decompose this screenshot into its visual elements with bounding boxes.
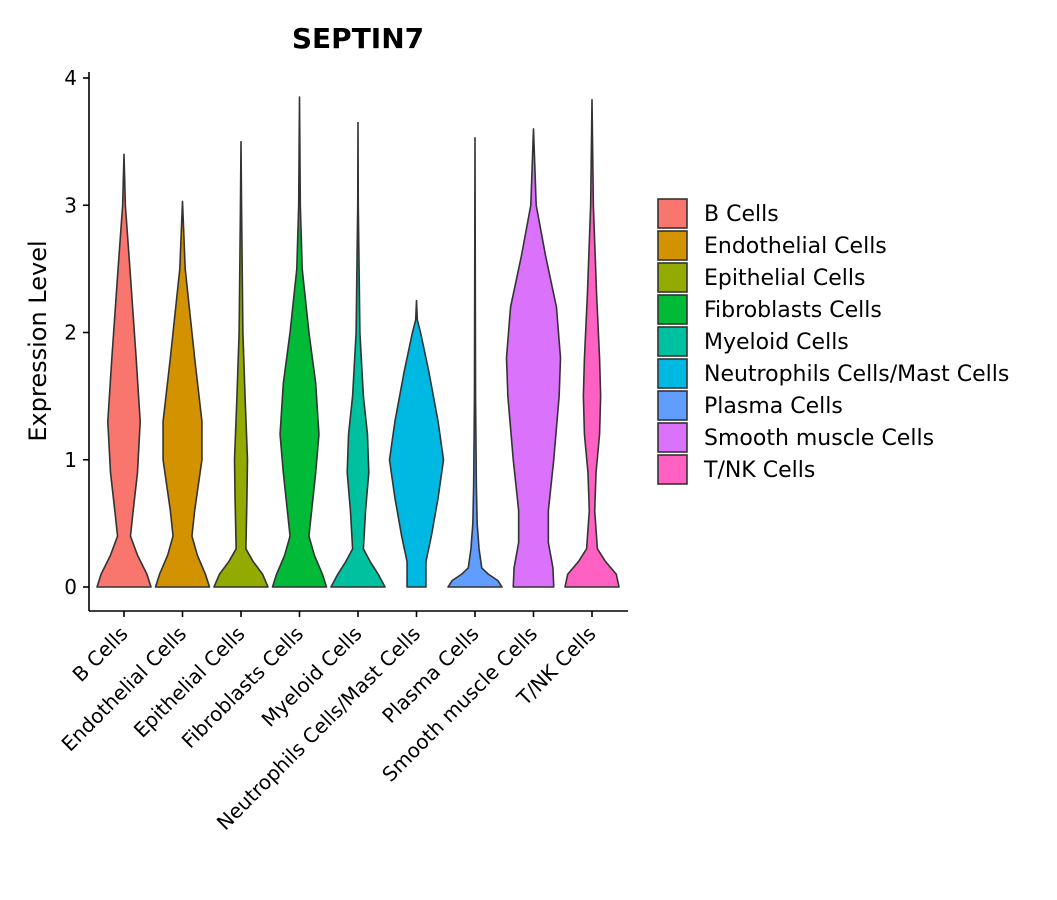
legend-swatch-plasma-cells bbox=[657, 390, 688, 421]
violin-smooth-muscle-cells bbox=[505, 128, 562, 588]
chart-title: SEPTIN7 bbox=[292, 22, 424, 55]
violin-epithelial-cells bbox=[213, 140, 269, 588]
legend-swatch-endothelial-cells bbox=[657, 230, 688, 261]
legend-label-endothelial-cells: Endothelial Cells bbox=[704, 234, 887, 259]
legend-swatch-b-cells bbox=[657, 198, 688, 229]
legend-label-b-cells: B Cells bbox=[704, 202, 779, 227]
legend-label-myeloid-cells: Myeloid Cells bbox=[704, 330, 849, 355]
legend-label-fibroblasts-cells: Fibroblasts Cells bbox=[704, 298, 882, 323]
legend-swatch-epithelial-cells bbox=[657, 262, 688, 293]
violin-myeloid-cells bbox=[330, 121, 386, 588]
x-tick-label-myeloid-cells: Myeloid Cells bbox=[257, 622, 367, 732]
legend-label-plasma-cells: Plasma Cells bbox=[704, 394, 843, 419]
violin-fibroblasts-cells bbox=[271, 96, 328, 588]
violin-neutrophils-cells-mast-cells bbox=[388, 299, 445, 588]
legend-label-smooth-muscle-cells: Smooth muscle Cells bbox=[704, 426, 934, 451]
legend-label-neutrophils-cells-mast-cells: Neutrophils Cells/Mast Cells bbox=[704, 362, 1009, 387]
y-tick-label: 3 bbox=[64, 193, 77, 217]
y-tick-label: 2 bbox=[64, 321, 77, 345]
legend-swatch-neutrophils-cells-mast-cells bbox=[657, 358, 688, 389]
legend-swatch-fibroblasts-cells bbox=[657, 294, 688, 325]
y-tick-label: 1 bbox=[64, 448, 77, 472]
legend: B Cells Endothelial Cells Epithelial Cells… bbox=[657, 198, 1009, 485]
legend-swatch-smooth-muscle-cells bbox=[657, 422, 688, 453]
violin-t-nk-cells bbox=[564, 98, 620, 588]
violin-endothelial-cells bbox=[154, 200, 211, 588]
legend-swatch-t-nk-cells bbox=[657, 454, 688, 485]
violin-plasma-cells bbox=[447, 137, 503, 588]
legend-label-epithelial-cells: Epithelial Cells bbox=[704, 266, 865, 291]
y-tick-label: 0 bbox=[64, 575, 77, 599]
legend-label-t-nk-cells: T/NK Cells bbox=[703, 458, 815, 483]
y-tick-label: 4 bbox=[64, 66, 77, 90]
y-axis-label: Expression Level bbox=[24, 240, 52, 441]
violin-b-cells bbox=[96, 153, 152, 588]
legend-swatch-myeloid-cells bbox=[657, 326, 688, 357]
violins-group bbox=[96, 96, 620, 588]
